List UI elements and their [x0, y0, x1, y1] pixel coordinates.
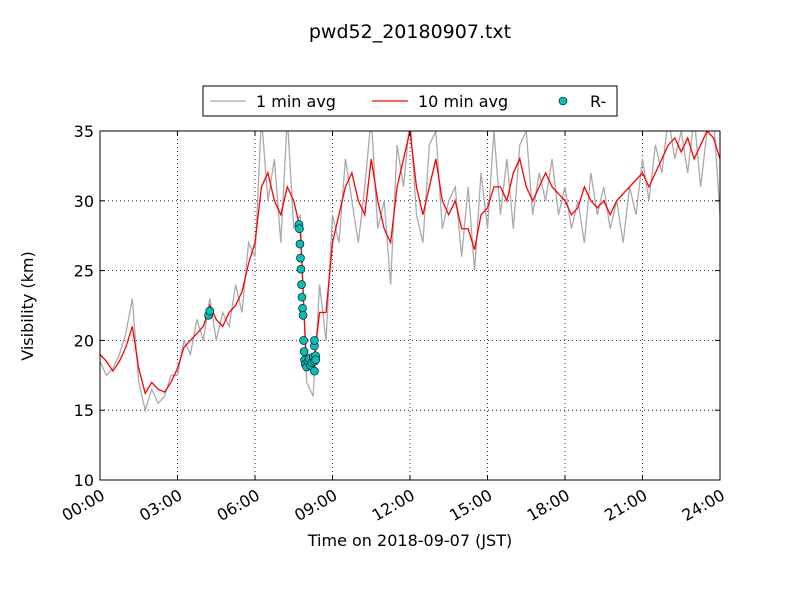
data-point: [310, 336, 319, 345]
data-point: [297, 292, 307, 302]
data-point: [311, 355, 321, 365]
legend-box: [202, 85, 618, 117]
data-point: [295, 239, 305, 249]
y-tick-label: 25: [74, 262, 94, 281]
data-point: [295, 224, 304, 234]
chart-title: pwd52_20180907.txt: [309, 21, 511, 43]
y-tick-label: 20: [74, 331, 94, 350]
data-line: [100, 131, 720, 396]
y-tick-label: 35: [74, 122, 94, 141]
y-tick-label: 10: [74, 471, 94, 490]
data-point: [299, 336, 308, 345]
plot-area: [100, 131, 720, 413]
legend-marker: [558, 96, 568, 106]
data-point: [299, 347, 309, 356]
data-point: [296, 253, 305, 263]
y-axis-label: Visibility (km): [18, 251, 37, 360]
y-tick-label: 15: [74, 401, 94, 420]
y-tick-label: 30: [74, 192, 94, 211]
data-point: [297, 280, 306, 289]
legend-label: 1 min avg: [256, 92, 336, 111]
x-axis-label: Time on 2018-09-07 (JST): [307, 531, 512, 550]
legend-label: 10 min avg: [418, 92, 508, 111]
data-point: [205, 306, 215, 316]
data-point: [310, 366, 319, 376]
legend-label: R-: [590, 92, 606, 111]
data-point: [298, 310, 308, 320]
legend: 1 min avg 10 min avg R-: [210, 92, 606, 111]
data-point: [296, 264, 306, 274]
